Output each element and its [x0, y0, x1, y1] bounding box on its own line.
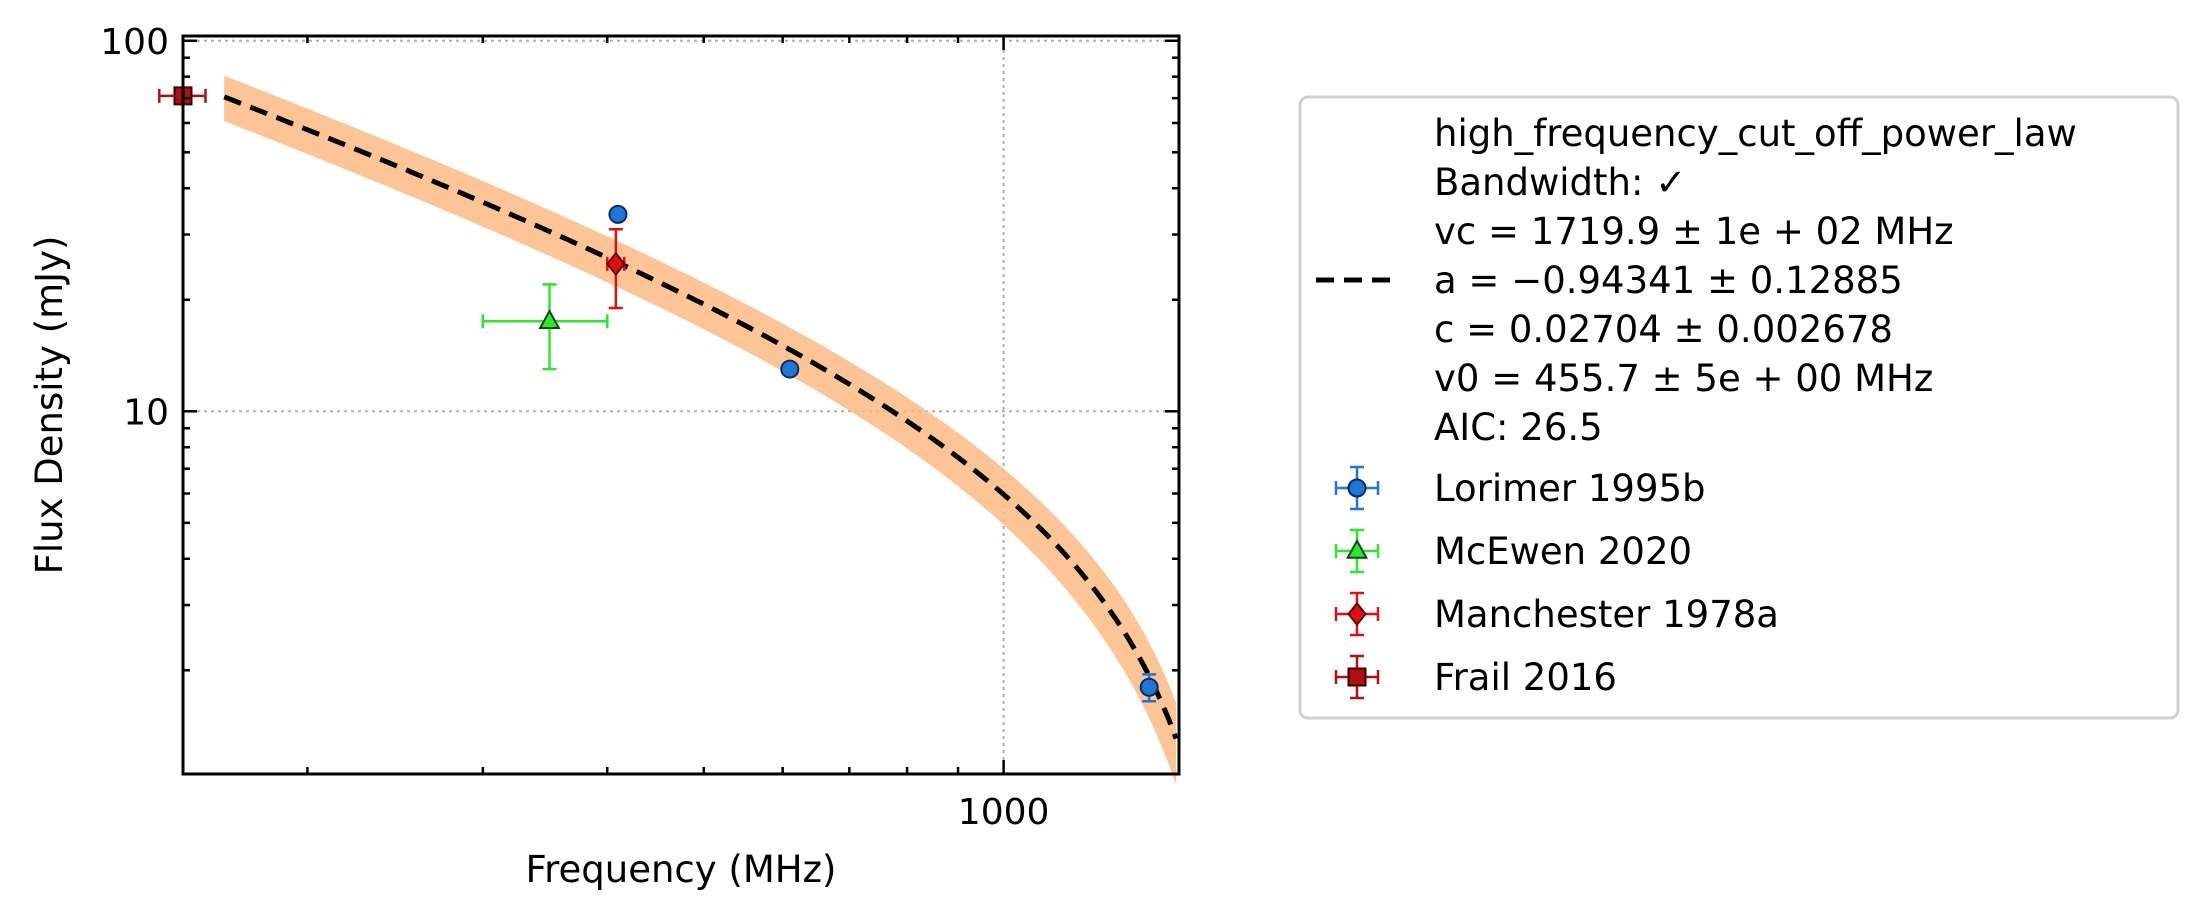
- fit-line: [223, 94, 1179, 740]
- y-axis-label: Flux Density (mJy): [28, 236, 71, 575]
- legend-fit-entry: high_frequency_cut_off_power_law Bandwidt…: [1316, 112, 2077, 449]
- legend-marker: [1345, 538, 1369, 559]
- legend-series-entries: Lorimer 1995b McEwen 2020 Manchester 1978a…: [1334, 465, 1779, 700]
- legend-series-label: Manchester 1978a: [1434, 593, 1779, 636]
- legend: high_frequency_cut_off_power_law Bandwidt…: [1298, 95, 2180, 720]
- fit-layer: [223, 75, 1179, 785]
- legend-fit-line: c = 0.02704 ± 0.002678: [1434, 308, 1893, 351]
- data-point: [608, 204, 628, 224]
- data-point: [538, 308, 561, 330]
- legend-series-label: Lorimer 1995b: [1434, 467, 1706, 510]
- legend-fit-line: high_frequency_cut_off_power_law: [1434, 112, 2077, 155]
- legend-series-label: Frail 2016: [1434, 656, 1617, 699]
- grid-lines: [183, 36, 1179, 774]
- y-tick-label: 10: [123, 392, 169, 433]
- data-point: [780, 359, 800, 379]
- legend-box: [1298, 95, 2180, 720]
- data-point: [606, 251, 626, 277]
- y-tick-label: 100: [100, 22, 169, 63]
- legend-fit-line: a = −0.94341 ± 0.12885: [1434, 259, 1903, 302]
- legend-marker: [1347, 478, 1367, 498]
- legend-fit-line: AIC: 26.5: [1434, 406, 1603, 449]
- x-tick-label: 1000: [958, 792, 1050, 833]
- data-points: [158, 86, 1159, 703]
- x-axis-label: Frequency (MHz): [526, 848, 837, 891]
- fit-uncertainty-band: [224, 75, 1177, 785]
- legend-fit-line: v0 = 455.7 ± 5e + 00 MHz: [1434, 357, 1933, 400]
- legend-fit-line: vc = 1719.9 ± 1e + 02 MHz: [1434, 210, 1954, 253]
- legend-series-label: McEwen 2020: [1434, 530, 1692, 573]
- legend-marker: [1347, 601, 1367, 627]
- legend-marker: [1347, 667, 1367, 687]
- legend-fit-line: Bandwidth: ✓: [1434, 161, 1686, 204]
- axis-ticks: 1000 10 100: [100, 22, 1179, 833]
- plot-frame: [181, 34, 1181, 776]
- data-point: [1139, 677, 1159, 697]
